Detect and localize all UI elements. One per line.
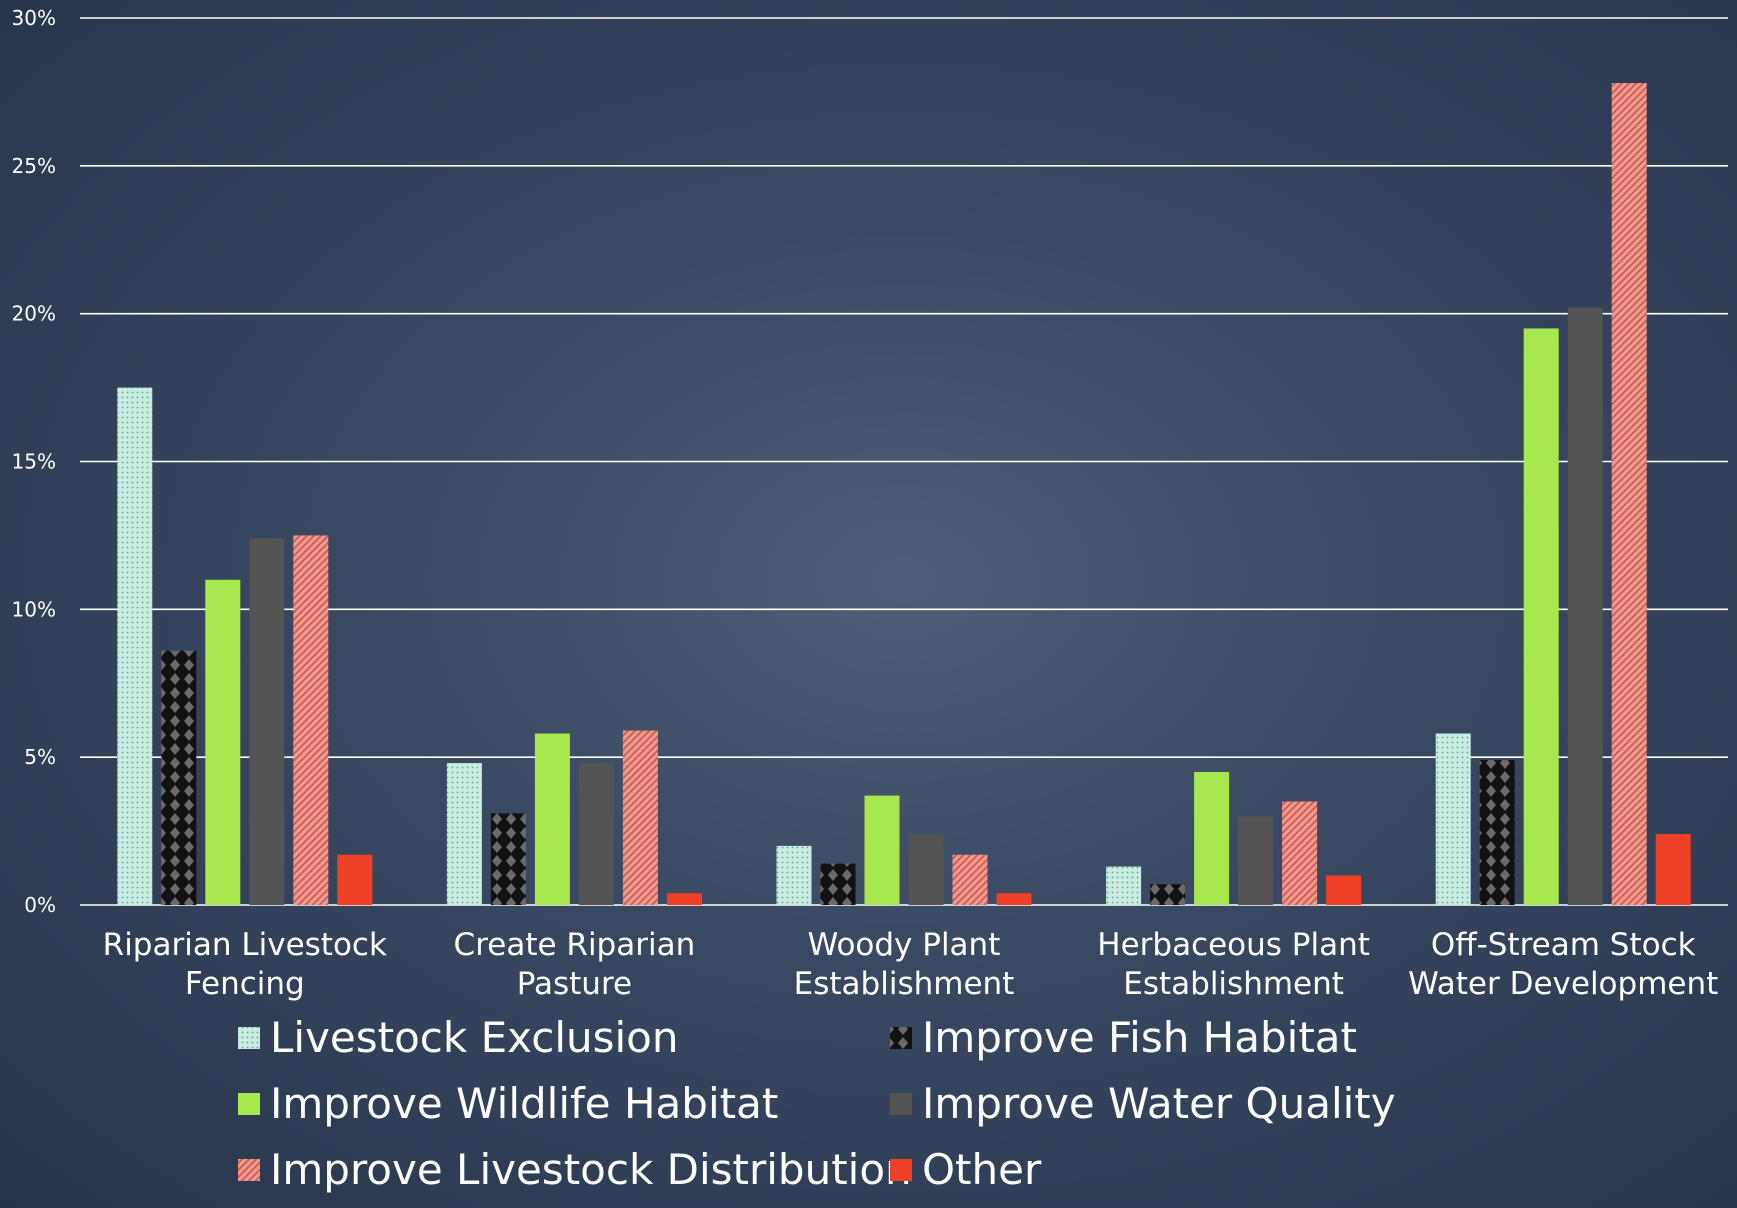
gridlines (80, 17, 1728, 906)
legend-label: Improve Water Quality (922, 1079, 1396, 1128)
bar-improve-fish-habitat (1479, 760, 1515, 905)
bar-improve-water-quality (578, 763, 614, 905)
legend-label: Improve Wildlife Habitat (270, 1079, 778, 1128)
bar-other (666, 893, 702, 905)
legend-label: Livestock Exclusion (270, 1013, 678, 1062)
bar-improve-livestock-distribution (1611, 83, 1647, 905)
legend-swatch (890, 1159, 912, 1181)
bar-improve-livestock-distribution (952, 854, 988, 905)
y-tick-label: 30% (12, 6, 56, 30)
x-category-label: Create Riparian (454, 927, 696, 963)
bars (117, 83, 1691, 906)
x-category-label: Fencing (185, 966, 305, 1002)
bar-livestock-exclusion (776, 845, 812, 905)
bar-improve-water-quality (249, 538, 285, 905)
bar-livestock-exclusion (1435, 733, 1471, 905)
legend-swatch (238, 1093, 260, 1115)
bar-improve-water-quality (1238, 816, 1274, 905)
bar-livestock-exclusion (117, 387, 153, 905)
legend-swatch (238, 1027, 260, 1049)
x-category-label: Riparian Livestock (103, 927, 387, 963)
x-category-label: Water Development (1408, 966, 1718, 1002)
bar-improve-fish-habitat (161, 650, 197, 905)
legend: Livestock Exclusion Improve Fish Habitat I… (238, 1013, 1396, 1194)
x-category-label: Herbaceous Plant (1097, 927, 1370, 963)
bar-improve-fish-habitat (820, 863, 856, 905)
x-category-label: Establishment (1123, 966, 1344, 1002)
y-tick-label: 15% (12, 450, 56, 474)
y-tick-label: 0% (24, 893, 56, 917)
y-tick-label: 10% (12, 597, 56, 621)
legend-label: Improve Fish Habitat (922, 1013, 1357, 1062)
bar-improve-wildlife-habitat (534, 733, 570, 905)
legend-label: Improve Livestock Distribution (270, 1145, 912, 1194)
y-tick-label: 25% (12, 154, 56, 178)
bar-improve-wildlife-habitat (205, 579, 241, 905)
bar-improve-wildlife-habitat (1523, 328, 1559, 905)
bar-livestock-exclusion (1106, 866, 1142, 905)
y-tick-label: 20% (12, 302, 56, 326)
bar-livestock-exclusion (446, 763, 482, 905)
bar-other (996, 893, 1032, 905)
x-category-label: Establishment (794, 966, 1015, 1002)
legend-swatch (890, 1093, 912, 1115)
x-category-label: Pasture (517, 966, 632, 1002)
bar-other (337, 854, 373, 905)
bar-other (1655, 834, 1691, 905)
y-axis-tick-labels: 0% 5% 10% 15% 20% 25% 30% (12, 6, 56, 917)
bar-improve-livestock-distribution (1282, 801, 1318, 905)
bar-other (1326, 875, 1362, 905)
bar-improve-wildlife-habitat (1194, 771, 1230, 905)
bar-improve-livestock-distribution (293, 535, 329, 905)
legend-swatch (238, 1159, 260, 1181)
x-category-label: Woody Plant (808, 927, 1001, 963)
x-category-label: Off-Stream Stock (1431, 927, 1696, 963)
bar-improve-water-quality (1567, 307, 1603, 906)
legend-swatch (890, 1027, 912, 1049)
bar-improve-fish-habitat (1150, 884, 1186, 905)
y-tick-label: 5% (24, 745, 56, 769)
bar-improve-wildlife-habitat (864, 795, 900, 905)
bar-improve-livestock-distribution (622, 730, 658, 905)
bar-improve-fish-habitat (490, 813, 526, 905)
bar-improve-water-quality (908, 834, 944, 905)
legend-label: Other (922, 1145, 1042, 1194)
